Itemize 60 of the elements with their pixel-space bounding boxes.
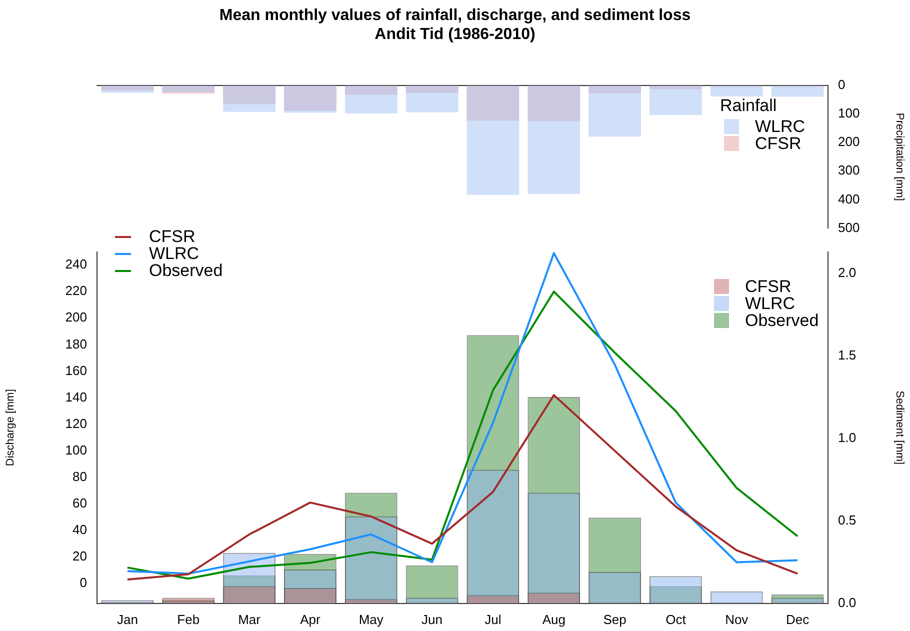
y-tick-label: 140: [65, 389, 87, 404]
x-tick-label: Sep: [603, 612, 626, 627]
legend-title: Rainfall: [720, 96, 778, 115]
chart-subtitle: Andit Tid (1986-2010): [374, 26, 536, 43]
bar: [344, 86, 398, 114]
x-tick-label: Jun: [422, 612, 443, 627]
bar: [406, 86, 458, 112]
y2-tick-label: 300: [838, 162, 860, 178]
bar: [466, 86, 520, 195]
y-tick-label: 0: [80, 575, 87, 590]
x-tick-label: May: [358, 612, 384, 627]
bar: [650, 86, 702, 115]
bar: [771, 86, 824, 97]
bar: [588, 86, 641, 137]
y-tick-label: 80: [72, 468, 87, 484]
y2-tick-label: 0: [838, 77, 846, 92]
x-tick-label: Dec: [786, 612, 810, 627]
bar: [710, 86, 763, 96]
y2-axis-title: Precipitation [mm]: [893, 112, 906, 201]
legend-label: CFSR: [745, 277, 792, 296]
bar: [223, 86, 276, 112]
y2-tick-label: 1.0: [838, 430, 856, 445]
y-tick-label: 100: [65, 442, 87, 458]
y-axis-title: Discharge [mm]: [4, 389, 17, 466]
y2-axis-title: Sediment [mm]: [893, 390, 906, 465]
y-tick-label: 220: [65, 283, 87, 298]
bar: [528, 86, 580, 194]
legend-label: WLRC: [745, 294, 796, 313]
legend-label: WLRC: [755, 117, 806, 136]
chart-title: Mean monthly values of rainfall, discharge, and sediment loss: [219, 7, 691, 24]
y-tick-label: 60: [72, 495, 87, 510]
y-tick-label: 240: [65, 256, 87, 272]
x-tick-label: Jan: [116, 612, 138, 627]
y2-tick-label: 200: [838, 134, 860, 150]
y2-tick-label: 0.0: [838, 594, 856, 610]
legend-label: WLRC: [149, 244, 200, 263]
y-tick-label: 20: [72, 548, 87, 564]
y-tick-label: 40: [72, 522, 87, 538]
legend-label: CFSR: [755, 134, 802, 153]
x-tick-label: Aug: [542, 612, 566, 627]
legend-label: Observed: [745, 311, 819, 330]
bar: [101, 86, 154, 93]
y-tick-label: 180: [65, 336, 87, 352]
legend-label: CFSR: [149, 227, 196, 246]
y2-tick-label: 400: [838, 191, 860, 206]
y-tick-label: 200: [65, 310, 87, 325]
y2-tick-label: 500: [838, 220, 860, 235]
y2-tick-label: 100: [838, 106, 860, 121]
x-tick-label: Oct: [666, 612, 686, 627]
x-tick-label: Apr: [300, 612, 321, 627]
x-tick-label: Nov: [725, 612, 749, 627]
legend-label: Observed: [149, 261, 223, 280]
y-tick-label: 120: [65, 416, 87, 431]
x-tick-label: Jul: [484, 612, 502, 627]
x-tick-label: Feb: [177, 612, 200, 627]
y2-tick-label: 2.0: [838, 264, 856, 280]
y2-tick-label: 0.5: [838, 512, 856, 528]
y-tick-label: 160: [65, 362, 87, 378]
y2-tick-label: 1.5: [838, 347, 856, 362]
x-tick-label: Mar: [238, 612, 262, 627]
